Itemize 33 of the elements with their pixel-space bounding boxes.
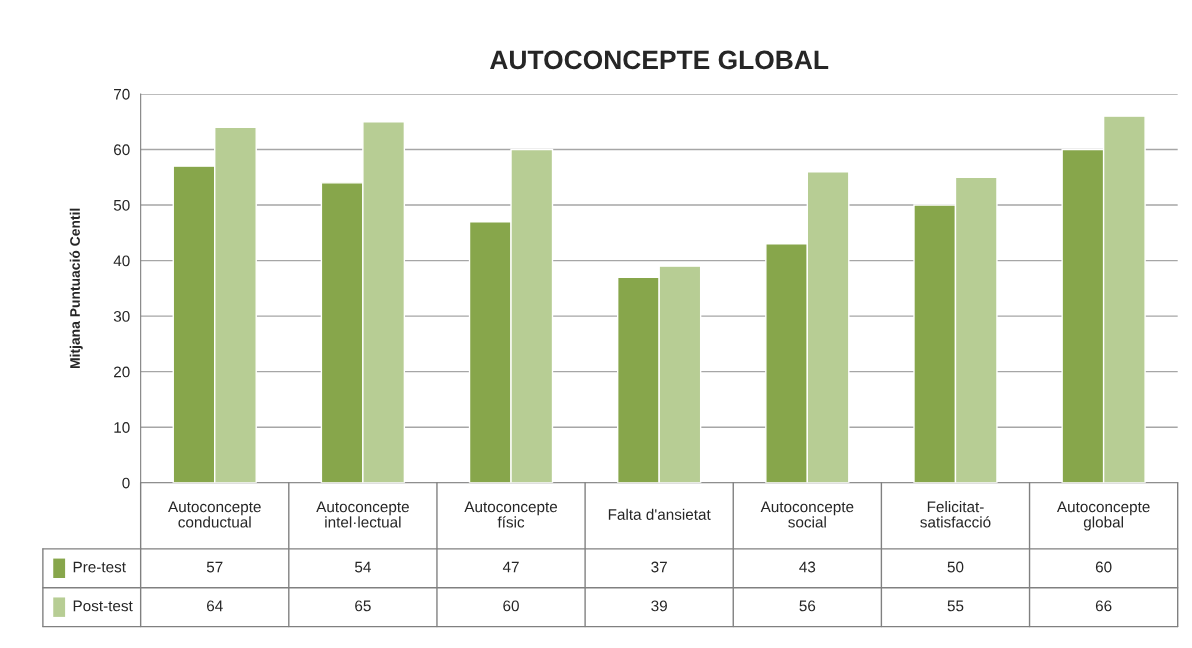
x-tick-label: Autoconcepte conductual xyxy=(168,501,261,528)
x-tick-label: Autoconcepte físic xyxy=(464,501,558,528)
x-tick-label: Felicitat- satisfacció xyxy=(920,501,991,528)
x-tick-label: Autoconcepte social xyxy=(760,501,854,528)
data-label: 47 xyxy=(502,561,519,573)
legend-label: Post-test xyxy=(73,600,133,612)
x-tick-label: Autoconcepte intel·lectual xyxy=(316,501,409,528)
data-label: 57 xyxy=(206,561,223,573)
data-label: 60 xyxy=(1095,561,1112,573)
y-tick-label: 50 xyxy=(113,199,130,211)
x-tick-label: Autoconcepte global xyxy=(1056,501,1150,531)
legend-label: Pre-test xyxy=(73,561,126,573)
y-tick-label: 10 xyxy=(114,422,130,433)
data-label: 37 xyxy=(651,561,667,573)
data-label: 56 xyxy=(799,600,816,612)
data-label: 64 xyxy=(207,600,223,612)
y-tick-label: 70 xyxy=(114,88,130,100)
data-label: 66 xyxy=(1095,600,1112,612)
data-label: 65 xyxy=(355,600,371,612)
x-tick-label: Falta d'ansietat xyxy=(608,508,711,520)
y-tick-label: 30 xyxy=(113,311,130,322)
data-label: 50 xyxy=(947,561,964,573)
data-label: 60 xyxy=(503,600,519,612)
y-tick-label: 0 xyxy=(122,477,130,489)
data-label: 54 xyxy=(354,561,371,573)
y-tick-label: 40 xyxy=(113,255,130,267)
chart-title: AUTOCONCEPTE GLOBAL xyxy=(490,50,829,70)
data-label: 43 xyxy=(799,561,816,573)
y-tick-label: 60 xyxy=(114,144,130,156)
y-axis-title: Mitjana Puntuació Centil xyxy=(69,208,83,369)
data-label: 55 xyxy=(947,600,964,612)
y-tick-label: 20 xyxy=(114,366,130,378)
data-label: 39 xyxy=(651,600,667,612)
